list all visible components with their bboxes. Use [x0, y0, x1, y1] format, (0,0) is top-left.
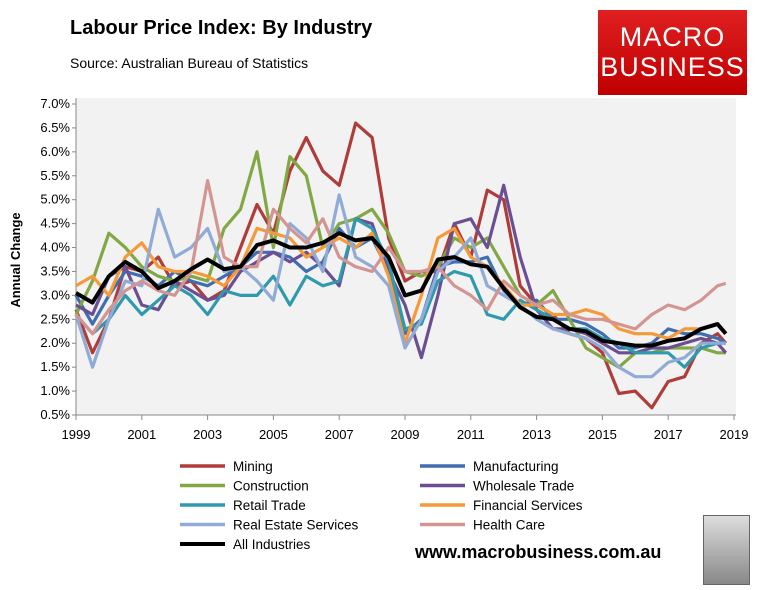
y-tick-label: 2.5% — [40, 311, 70, 326]
x-tick-label: 2017 — [654, 427, 683, 442]
x-tick-label: 2005 — [259, 427, 288, 442]
y-tick-label: 7.0% — [40, 96, 70, 111]
legend-label: All Industries — [233, 537, 311, 552]
x-tick-label: 2011 — [457, 427, 485, 442]
series-line-retail-trade — [74, 217, 726, 369]
series-line-wholesale-trade — [75, 183, 728, 360]
macrobusiness-logo: MACRO BUSINESS — [598, 10, 747, 95]
chart-source: Source: Australian Bureau of Statistics — [70, 55, 309, 71]
series-line-mining — [74, 121, 728, 410]
x-tick-label: 2003 — [193, 427, 222, 442]
website-url: www.macrobusiness.com.au — [415, 542, 662, 562]
y-tick-label: 4.0% — [40, 240, 70, 255]
x-tick-label: 2009 — [391, 427, 420, 442]
legend-label: Construction — [233, 479, 309, 494]
y-tick-label: 3.5% — [40, 263, 70, 278]
legend-label: Retail Trade — [233, 498, 306, 513]
y-tick-label: 0.5% — [40, 407, 70, 422]
series-line-real-estate-services — [74, 193, 726, 379]
logo-line2: BUSINESS — [600, 52, 745, 82]
y-tick-label: 5.0% — [40, 192, 70, 207]
y-tick-label: 3.0% — [40, 287, 70, 302]
y-tick-label: 1.0% — [40, 383, 70, 398]
y-tick-label: 6.5% — [40, 120, 70, 135]
x-tick-label: 2019 — [720, 427, 749, 442]
legend-label: Financial Services — [473, 498, 583, 513]
y-axis-label: Annual Change — [8, 212, 23, 307]
y-tick-label: 6.0% — [40, 144, 70, 159]
series-line-all-industries — [74, 231, 728, 348]
logo-line1: MACRO — [619, 22, 726, 52]
legend-label: Real Estate Services — [233, 518, 359, 533]
y-tick-label: 4.5% — [40, 216, 70, 231]
x-tick-label: 2001 — [127, 427, 156, 442]
x-tick-label: 2007 — [325, 427, 354, 442]
series-line-health-care — [74, 179, 727, 336]
wolf-logo-image — [703, 515, 750, 585]
y-tick-label: 1.5% — [40, 359, 70, 374]
legend-label: Mining — [233, 459, 273, 474]
y-tick-label: 2.0% — [40, 335, 70, 350]
legend-label: Wholesale Trade — [473, 479, 574, 494]
legend-label: Health Care — [473, 518, 545, 533]
x-tick-label: 2015 — [588, 427, 617, 442]
chart-title: Labour Price Index: By Industry — [70, 17, 373, 39]
x-tick-label: 2013 — [522, 427, 551, 442]
x-tick-label: 1999 — [62, 427, 91, 442]
legend-label: Manufacturing — [473, 459, 559, 474]
y-tick-label: 5.5% — [40, 168, 70, 183]
